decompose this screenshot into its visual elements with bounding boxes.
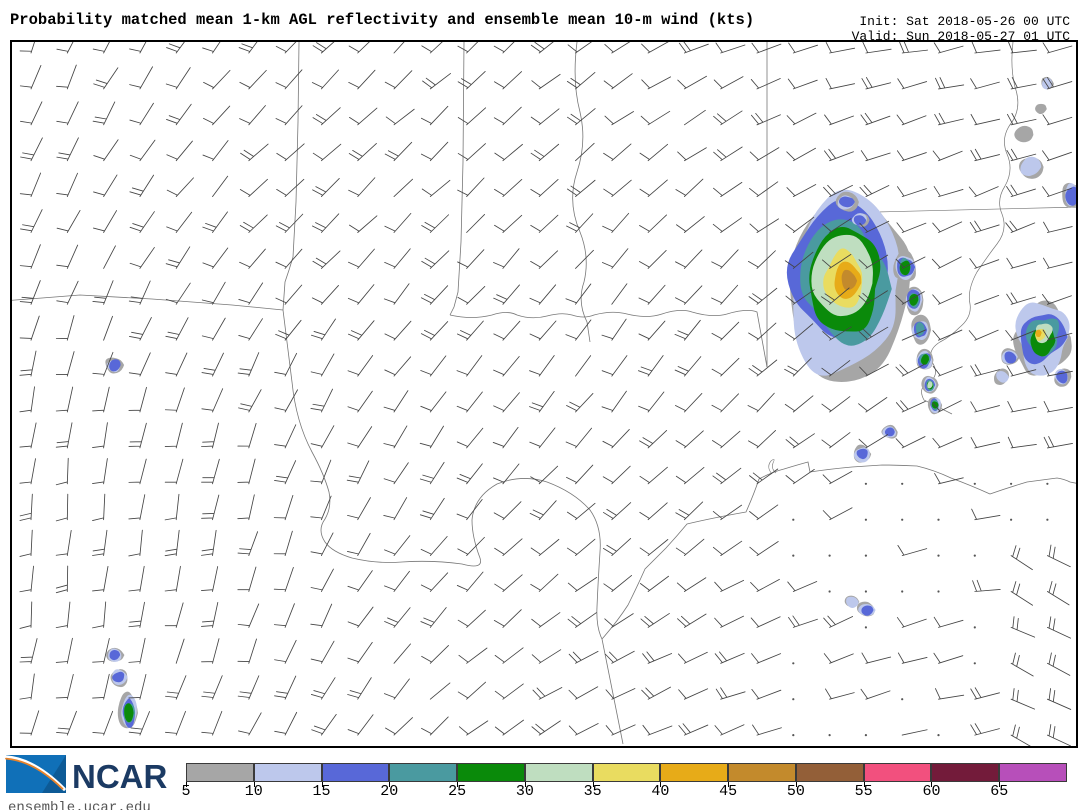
svg-text:NCAR: NCAR <box>72 758 167 795</box>
